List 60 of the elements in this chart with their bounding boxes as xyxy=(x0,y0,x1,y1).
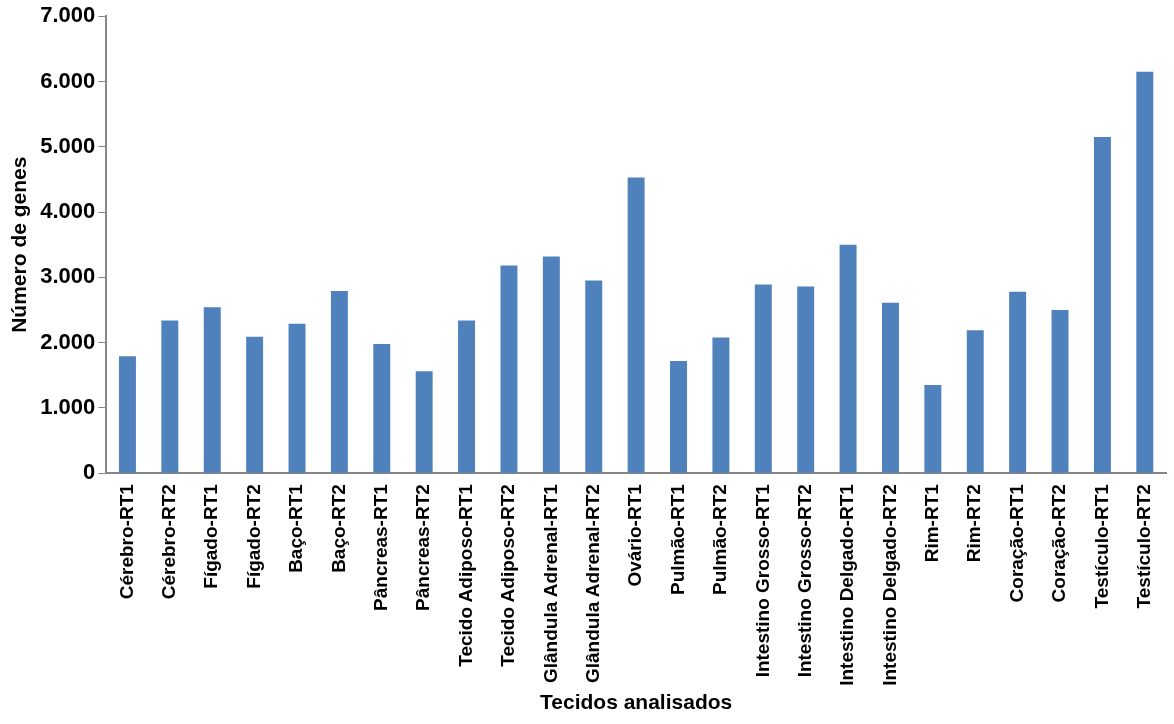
bar xyxy=(500,265,518,473)
bar xyxy=(924,385,942,473)
x-tick-label: Intestino Grosso-RT1 xyxy=(751,483,773,678)
y-tick-label: 2.000 xyxy=(40,328,96,354)
x-tick-label: Tecido Adiposo-RT1 xyxy=(454,483,476,667)
y-tick-label: 3.000 xyxy=(40,263,96,289)
bar xyxy=(1136,71,1154,473)
x-tick-label: Fígado-RT1 xyxy=(200,483,222,589)
bar xyxy=(627,177,645,473)
bar xyxy=(330,291,348,473)
bar xyxy=(797,286,815,473)
bar xyxy=(288,323,306,473)
x-tick-label: Tecido Adiposo-RT2 xyxy=(497,484,519,667)
x-tick-label: Baço-RT2 xyxy=(327,484,349,573)
y-tick-label: 0 xyxy=(83,459,96,485)
x-tick-label: Coração-RT2 xyxy=(1048,484,1070,603)
bar xyxy=(1051,309,1069,473)
bar xyxy=(670,360,687,473)
y-tick-label: 1.000 xyxy=(40,393,96,419)
x-tick-label: Cérebro-RT1 xyxy=(115,483,137,600)
x-tick-label: Fígado-RT2 xyxy=(242,484,264,589)
x-tick-label: Coração-RT1 xyxy=(1005,483,1027,603)
bar xyxy=(966,330,984,473)
x-tick-label: Pulmão-RT2 xyxy=(709,484,731,596)
x-tick-label: Glândula Adrenal-RT1 xyxy=(539,483,561,684)
y-tick-label: 6.000 xyxy=(40,67,96,93)
bar xyxy=(542,256,560,473)
x-tick-label: Intestino Delgado-RT2 xyxy=(878,484,900,686)
x-tick-label: Baço-RT1 xyxy=(285,483,307,573)
x-tick-label: Pâncreas-RT2 xyxy=(412,484,434,611)
x-tick-label: Glândula Adrenal-RT2 xyxy=(581,484,603,684)
y-tick-label: 4.000 xyxy=(40,198,96,224)
x-tick-label: Ovário-RT1 xyxy=(624,483,646,587)
bar xyxy=(458,320,476,473)
bar xyxy=(881,302,899,473)
bar xyxy=(754,284,772,473)
x-tick-label: Testículo-RT1 xyxy=(1090,483,1112,609)
y-tick-label: 5.000 xyxy=(40,132,96,158)
y-tick-label: 7.000 xyxy=(40,2,96,28)
bar xyxy=(246,336,264,473)
x-tick-label: Pulmão-RT1 xyxy=(666,483,688,596)
bar xyxy=(161,320,179,473)
y-axis-title: Número de genes xyxy=(7,156,31,333)
bar xyxy=(415,371,433,473)
x-tick-label: Rim-RT1 xyxy=(921,483,943,563)
bar xyxy=(1093,136,1111,473)
x-tick-label: Testículo-RT2 xyxy=(1133,484,1155,609)
bar xyxy=(585,280,603,473)
x-tick-label: Pâncreas-RT1 xyxy=(370,483,392,611)
bar xyxy=(203,307,221,473)
bar xyxy=(1009,291,1027,473)
x-tick-label: Intestino Grosso-RT2 xyxy=(793,484,815,678)
bar xyxy=(839,244,857,473)
bar xyxy=(118,356,136,473)
bar xyxy=(373,343,391,473)
x-axis-title: Tecidos analisados xyxy=(540,690,733,714)
x-tick-label: Rim-RT2 xyxy=(963,484,985,563)
x-tick-label: Cérebro-RT2 xyxy=(158,484,180,600)
x-tick-label: Intestino Delgado-RT1 xyxy=(836,483,858,686)
bar xyxy=(712,337,730,473)
